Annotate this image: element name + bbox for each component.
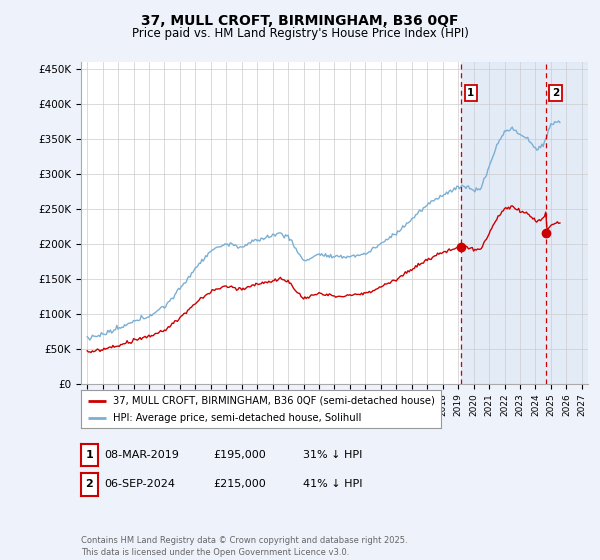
Text: 1: 1: [86, 450, 93, 460]
Text: 31% ↓ HPI: 31% ↓ HPI: [303, 450, 362, 460]
Text: 41% ↓ HPI: 41% ↓ HPI: [303, 479, 362, 489]
Bar: [461, 62, 600, 384]
Text: Contains HM Land Registry data © Crown copyright and database right 2025.
This d: Contains HM Land Registry data © Crown c…: [81, 536, 407, 557]
Text: £195,000: £195,000: [213, 450, 266, 460]
Text: Price paid vs. HM Land Registry's House Price Index (HPI): Price paid vs. HM Land Registry's House …: [131, 27, 469, 40]
Text: 06-SEP-2024: 06-SEP-2024: [104, 479, 175, 489]
Text: 2: 2: [552, 88, 559, 98]
Text: 08-MAR-2019: 08-MAR-2019: [104, 450, 179, 460]
Text: 2: 2: [86, 479, 93, 489]
Text: 37, MULL CROFT, BIRMINGHAM, B36 0QF (semi-detached house): 37, MULL CROFT, BIRMINGHAM, B36 0QF (sem…: [113, 396, 435, 406]
Text: 1: 1: [467, 88, 475, 98]
Text: 37, MULL CROFT, BIRMINGHAM, B36 0QF: 37, MULL CROFT, BIRMINGHAM, B36 0QF: [141, 14, 459, 28]
Text: £215,000: £215,000: [213, 479, 266, 489]
Text: HPI: Average price, semi-detached house, Solihull: HPI: Average price, semi-detached house,…: [113, 413, 362, 423]
